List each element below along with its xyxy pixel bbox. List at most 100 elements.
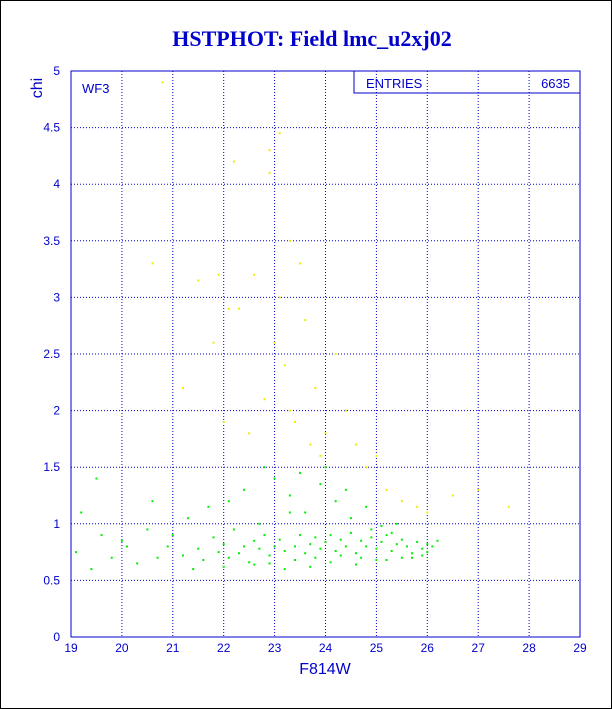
point xyxy=(299,471,302,474)
point xyxy=(421,547,424,550)
point xyxy=(385,534,388,537)
point xyxy=(151,500,154,503)
point xyxy=(426,543,429,546)
point xyxy=(75,551,78,554)
point xyxy=(263,398,266,401)
point xyxy=(192,568,195,571)
plot-frame xyxy=(70,70,581,638)
stats-value: 6635 xyxy=(541,76,570,91)
point xyxy=(309,565,312,568)
point xyxy=(421,554,424,557)
point xyxy=(263,466,266,469)
y-tick-label: 3 xyxy=(53,290,60,304)
point xyxy=(273,341,276,344)
y-tick-label: 3.5 xyxy=(43,234,60,248)
point xyxy=(263,534,266,537)
point xyxy=(187,517,190,520)
y-tick-label: 4 xyxy=(53,177,60,191)
point xyxy=(227,307,230,310)
point xyxy=(365,505,368,508)
x-tick-label: 29 xyxy=(573,641,587,655)
point xyxy=(360,556,363,559)
point xyxy=(370,536,373,539)
point xyxy=(299,534,302,537)
point xyxy=(232,528,235,531)
point xyxy=(80,511,83,514)
point xyxy=(273,545,276,548)
point xyxy=(309,543,312,546)
y-tick-label: 2 xyxy=(53,404,60,418)
point xyxy=(293,559,296,562)
point xyxy=(426,551,429,554)
x-tick-label: 19 xyxy=(64,641,78,655)
point xyxy=(380,540,383,543)
point xyxy=(90,568,93,571)
point xyxy=(151,262,154,265)
point xyxy=(237,307,240,310)
point xyxy=(227,500,230,503)
point xyxy=(431,545,434,548)
point xyxy=(181,386,184,389)
point xyxy=(110,556,113,559)
point xyxy=(426,511,429,514)
point xyxy=(324,540,327,543)
point xyxy=(411,556,414,559)
point xyxy=(232,160,235,163)
point xyxy=(416,540,419,543)
point xyxy=(349,531,352,534)
point xyxy=(95,477,98,480)
point xyxy=(288,511,291,514)
point xyxy=(171,534,174,537)
y-tick-label: 4.5 xyxy=(43,121,60,135)
point xyxy=(339,538,342,541)
point xyxy=(304,319,307,322)
point xyxy=(319,547,322,550)
annotation: WF3 xyxy=(82,81,109,96)
point xyxy=(385,559,388,562)
point xyxy=(161,81,164,84)
point xyxy=(222,420,225,423)
point xyxy=(278,538,281,541)
point xyxy=(283,364,286,367)
point xyxy=(100,534,103,537)
point xyxy=(217,273,220,276)
stats-label: ENTRIES xyxy=(366,76,423,91)
x-tick-label: 22 xyxy=(217,641,231,655)
point xyxy=(293,545,296,548)
point xyxy=(212,536,215,539)
x-tick-label: 21 xyxy=(166,641,180,655)
point xyxy=(125,545,128,548)
point xyxy=(405,545,408,548)
point xyxy=(268,149,271,152)
point xyxy=(253,273,256,276)
x-tick-label: 26 xyxy=(421,641,435,655)
point xyxy=(339,554,342,557)
point xyxy=(507,505,510,508)
point xyxy=(319,483,322,486)
point xyxy=(385,488,388,491)
point xyxy=(258,547,261,550)
point xyxy=(400,500,403,503)
point xyxy=(253,539,256,542)
point xyxy=(375,559,378,562)
point xyxy=(334,500,337,503)
x-axis-label: F814W xyxy=(299,661,351,678)
point xyxy=(329,561,332,564)
point xyxy=(436,539,439,542)
y-tick-label: 1 xyxy=(53,517,60,531)
point xyxy=(411,552,414,555)
x-tick-label: 27 xyxy=(472,641,486,655)
point xyxy=(243,545,246,548)
point xyxy=(355,443,358,446)
point xyxy=(344,409,347,412)
point xyxy=(202,559,205,562)
x-tick-label: 28 xyxy=(522,641,536,655)
point xyxy=(324,432,327,435)
point xyxy=(349,517,352,520)
point xyxy=(278,132,281,135)
point xyxy=(288,409,291,412)
point xyxy=(288,239,291,242)
point xyxy=(166,545,169,548)
